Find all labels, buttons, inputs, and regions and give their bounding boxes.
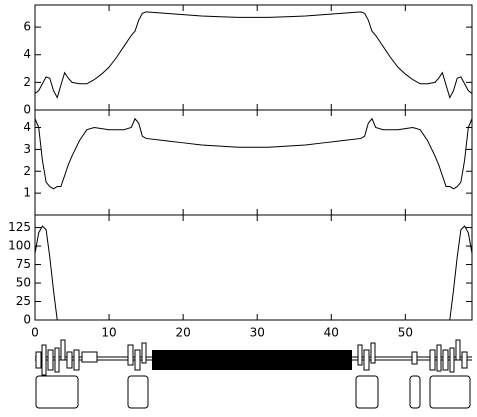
data-line — [34, 117, 473, 190]
element — [363, 349, 370, 371]
y-tick-label: 50 — [16, 276, 31, 290]
y-tick-label: 3 — [23, 142, 31, 156]
data-line — [34, 11, 473, 99]
element — [47, 349, 54, 371]
y-tick-label: 75 — [16, 257, 31, 271]
element — [134, 349, 141, 371]
element — [141, 342, 147, 364]
data-line — [34, 225, 473, 321]
y-tick-label: 1 — [23, 186, 31, 200]
element — [357, 344, 363, 366]
plot-frame — [34, 214, 473, 321]
y-tick-label: 2 — [23, 164, 31, 178]
element — [66, 351, 73, 369]
element-tag — [127, 375, 149, 409]
element-tag — [409, 375, 421, 409]
element — [461, 351, 468, 369]
y-tick-label: 0 — [23, 313, 31, 327]
panel: 0 2 4 6 — [23, 4, 473, 117]
element — [81, 351, 98, 363]
y-tick-label: 2 — [23, 75, 31, 89]
element-tag — [35, 375, 79, 409]
y-tick-label: 25 — [16, 294, 31, 308]
element-tags — [35, 375, 471, 409]
element — [370, 342, 376, 364]
plot-frame — [34, 109, 473, 216]
element-group — [35, 339, 468, 376]
element — [442, 349, 449, 371]
y-tick-label: 4 — [23, 120, 31, 134]
element — [73, 349, 80, 371]
y-tick-label: 100 — [8, 239, 31, 253]
element — [60, 339, 66, 361]
element — [127, 344, 134, 366]
x-tick-label: 0 — [31, 326, 39, 340]
element — [455, 339, 461, 361]
magnet — [152, 350, 352, 370]
y-tick-label: 125 — [8, 220, 31, 234]
x-tick-label: 10 — [101, 326, 116, 340]
y-tick-label: 4 — [23, 47, 31, 61]
element — [436, 344, 442, 372]
plot-frame — [34, 4, 473, 111]
element — [41, 344, 47, 376]
lattice-diagram — [35, 339, 472, 409]
element — [411, 351, 418, 365]
element — [449, 347, 455, 373]
x-tick-label: 50 — [398, 326, 413, 340]
panel: 0 25 50 75 100 125 0 10 20 30 40 50 — [8, 214, 473, 340]
element-tag — [429, 375, 471, 409]
x-tick-label: 40 — [324, 326, 339, 340]
element — [35, 351, 42, 369]
y-tick-label: 6 — [23, 20, 31, 34]
element — [54, 347, 60, 373]
element — [429, 349, 436, 371]
panel: 1 2 3 4 — [23, 109, 473, 216]
y-tick-label: 0 — [23, 103, 31, 117]
x-tick-label: 20 — [175, 326, 190, 340]
element-tag — [355, 375, 379, 409]
x-tick-label: 30 — [250, 326, 265, 340]
